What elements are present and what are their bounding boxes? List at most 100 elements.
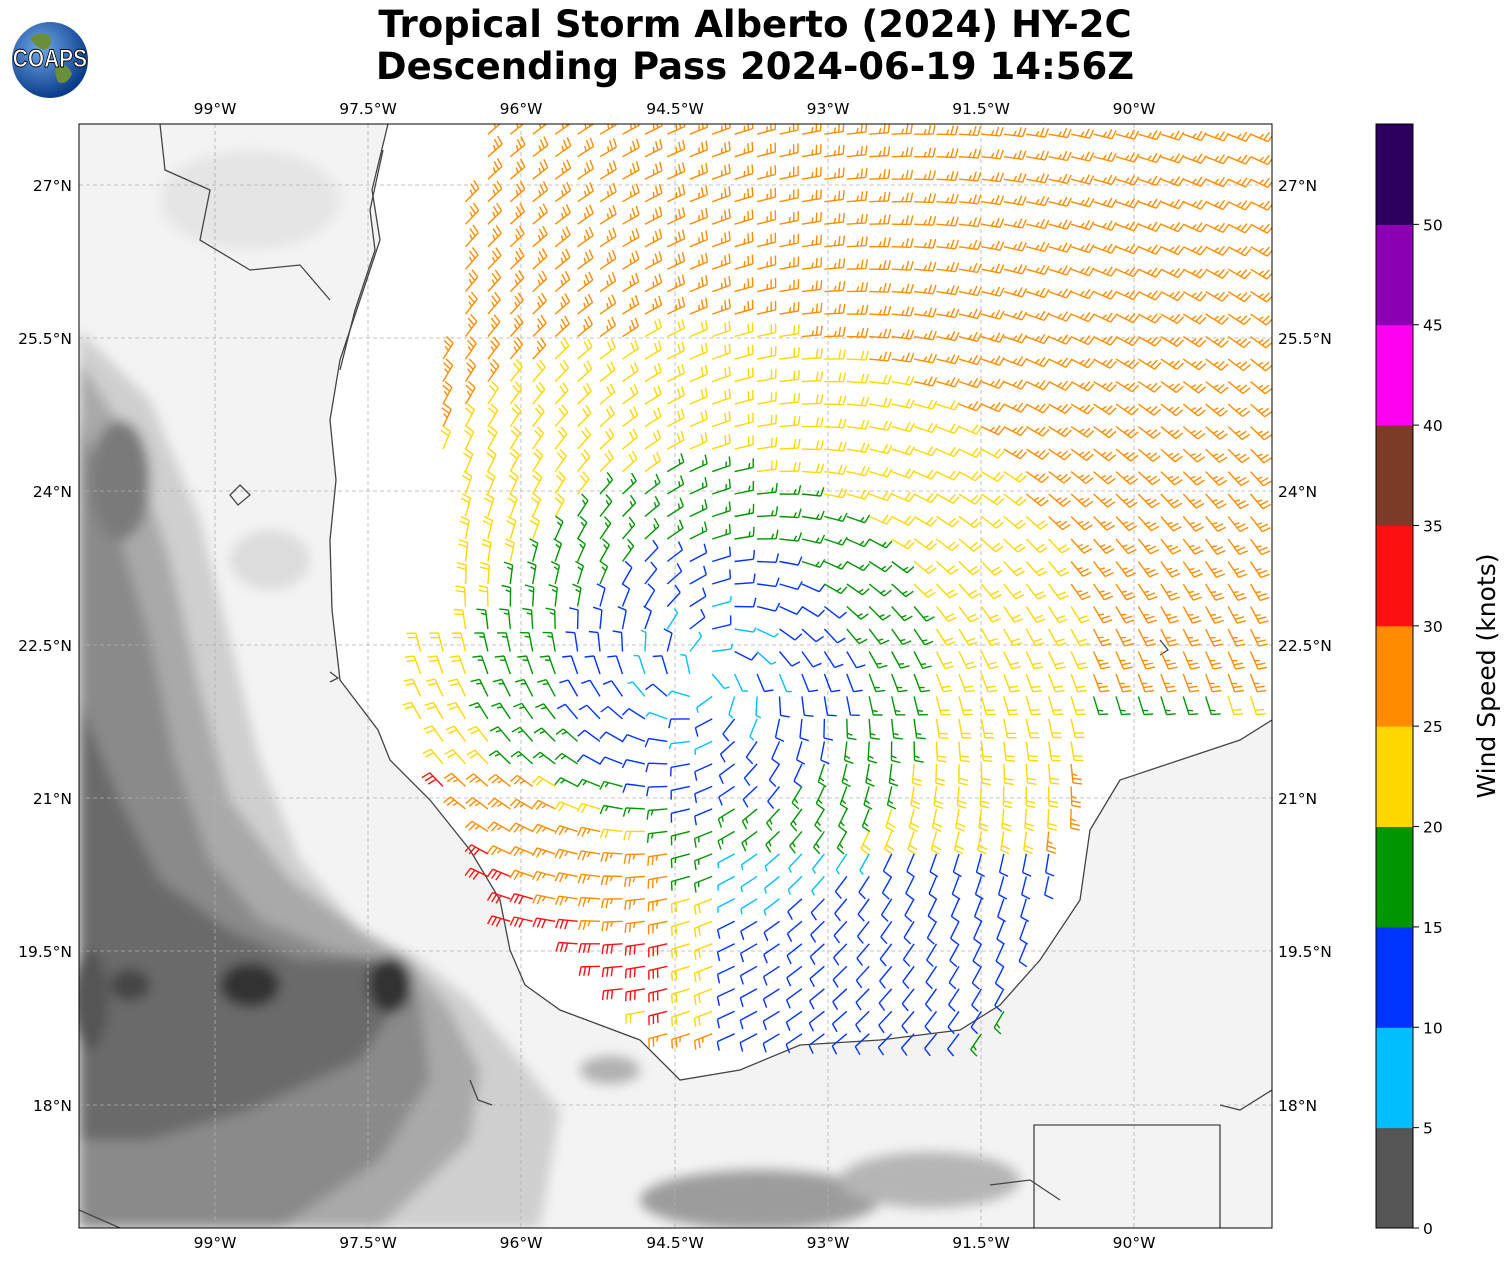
wind-barb [868,696,883,716]
wind-barb [459,516,470,540]
wind-barb [599,731,623,743]
wind-barb [734,650,758,661]
wind-barb [717,808,735,828]
x-tick-label: 96°W [500,1234,543,1252]
wind-barb [442,380,453,405]
wind-barb [670,920,690,936]
wind-barb [906,853,915,878]
wind-barb [891,398,915,409]
wind-barb [869,124,891,135]
wind-barb [1026,356,1050,368]
wind-barb [532,448,544,472]
wind-barb [1000,831,1011,855]
wind-barb [1160,696,1176,716]
wind-barb [742,785,758,808]
wind-barb [935,628,956,646]
wind-barb [464,313,478,338]
wind-barb [693,853,713,871]
wind-barb [554,337,570,360]
wind-barb [445,725,467,742]
wind-barb [924,1033,938,1057]
wind-barb [913,628,934,646]
wind-barb [711,253,731,270]
wind-barb [890,741,901,764]
wind-barb [624,920,645,933]
wind-barb [508,470,519,495]
wind-barb [554,426,568,450]
wind-barb [868,718,880,740]
wind-barb [846,145,868,158]
wind-barb [1115,152,1140,163]
wind-barb [487,135,503,158]
wind-barb [509,359,523,383]
wind-barb [1003,673,1020,693]
wind-barb [935,651,955,670]
wind-barb [1115,312,1140,324]
wind-barb [1182,268,1207,279]
wind-barb [577,226,594,248]
wind-barb [553,538,563,562]
wind-barb [1070,403,1095,415]
wind-barb [1137,673,1155,693]
wind-barb [907,831,918,855]
wind-barb [1018,943,1028,968]
wind-barb [668,740,690,750]
colorbar-segment [1376,1127,1413,1229]
wind-barb [793,763,803,788]
wind-barb [778,651,801,667]
wind-barb [1182,696,1199,716]
wind-barb [1227,471,1250,487]
wind-barb [869,191,891,203]
wind-barb [1182,290,1207,302]
wind-barb [1003,515,1027,530]
wind-barb [1025,673,1043,693]
wind-barb [577,850,601,861]
wind-barb [1138,313,1162,324]
wind-barb [846,466,870,477]
wind-barb [913,469,938,480]
wind-barb [980,763,991,786]
wind-barb [930,831,942,855]
wind-barb [981,194,1005,206]
wind-barb [981,263,1005,274]
wind-barb [488,750,511,765]
wind-barb [670,965,691,982]
wind-barb [666,408,685,428]
wind-barb [689,608,706,630]
y-tick-label: 22.5°N [18,637,72,655]
wind-barb [1160,336,1185,347]
wind-barb [1205,583,1225,601]
wind-barb [1003,448,1028,460]
wind-barb [666,319,686,338]
y-tick-label: 19.5°N [1278,943,1332,961]
wind-barb [981,149,1004,160]
wind-barb [576,802,601,814]
wind-barb [779,370,800,383]
wind-barb [622,472,637,495]
wind-barb [464,269,479,293]
wind-barb [644,495,661,518]
wind-barb [881,876,893,900]
wind-barb [868,490,893,502]
wind-barb [834,875,848,900]
wind-barb [1160,606,1180,624]
wind-barb [599,494,613,517]
wind-barb [756,368,777,383]
wind-barb [666,296,686,315]
wind-barb [1115,606,1135,624]
wind-barb [1250,336,1272,349]
wind-barb [879,965,893,989]
wind-barb [643,605,652,630]
wind-barb [868,583,892,597]
wind-barb [1205,268,1230,279]
wind-barb [599,449,614,473]
wind-barb [913,538,937,551]
wind-barb [1115,583,1136,601]
wind-barb [711,411,731,428]
wind-barb [577,271,594,293]
x-tick-label: 94.5°W [646,1234,704,1252]
wind-barb [666,608,679,630]
wind-barb [980,673,998,693]
wind-barb [1025,538,1048,554]
wind-barb [532,775,556,787]
